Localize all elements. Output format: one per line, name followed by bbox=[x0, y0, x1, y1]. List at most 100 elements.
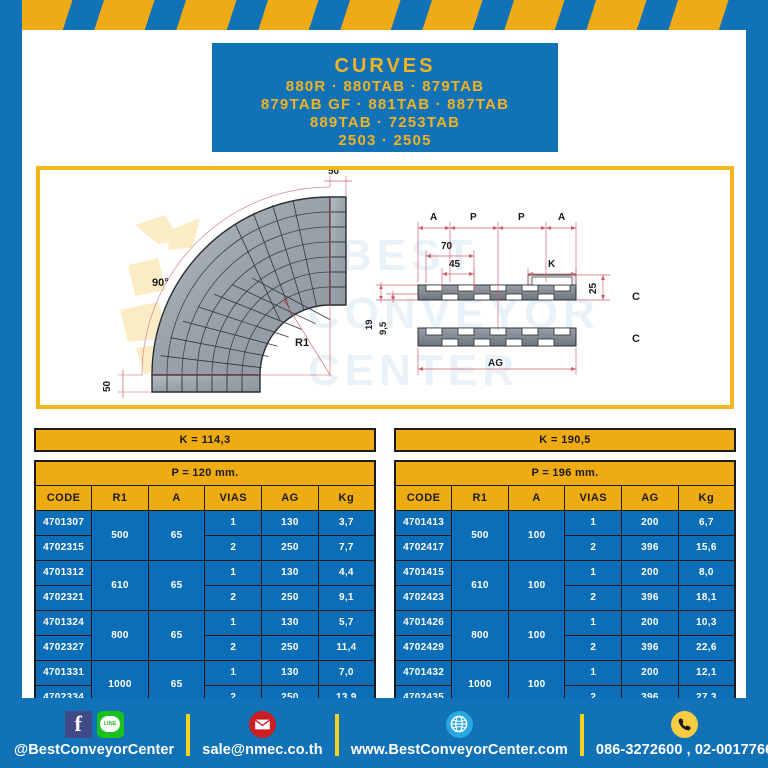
table-row: 4701415 610 100 1 200 8,0 bbox=[394, 559, 736, 611]
facebook-icon[interactable]: f bbox=[64, 710, 92, 738]
column-header-row: CODE R1 A VIAS AG Kg bbox=[394, 484, 736, 511]
col-vias: VIAS bbox=[564, 484, 623, 511]
model-line-4: 2503 · 2505 bbox=[338, 132, 432, 149]
cell-code: 4702327 bbox=[34, 634, 93, 661]
label-c-top: C bbox=[632, 291, 640, 303]
cell-vias: 2 bbox=[564, 584, 623, 611]
cell-r1: 500 bbox=[91, 509, 149, 561]
email-icon[interactable] bbox=[248, 710, 276, 738]
cell-vias: 2 bbox=[204, 634, 263, 661]
cell-kg: 3,7 bbox=[317, 509, 376, 536]
website-url: www.BestConveyorCenter.com bbox=[350, 742, 568, 758]
spec-table-right: K = 190,5 P = 196 mm. CODE R1 A VIAS AG … bbox=[394, 428, 736, 711]
p-value-label: P = 120 mm. bbox=[34, 460, 376, 486]
label-c-bottom: C bbox=[632, 333, 640, 345]
table-row: 4701413 500 100 1 200 6,7 bbox=[394, 509, 736, 561]
cell-kg: 8,0 bbox=[677, 559, 736, 586]
radius-label: R1 bbox=[295, 337, 309, 349]
footer-divider-1 bbox=[186, 714, 191, 756]
model-line-3: 889TAB · 7253TAB bbox=[309, 114, 461, 131]
envelope-glyph bbox=[254, 718, 271, 730]
globe-icon[interactable] bbox=[445, 710, 473, 738]
cell-vias: 2 bbox=[204, 534, 263, 561]
cell-kg: 15,6 bbox=[677, 534, 736, 561]
col-r1: R1 bbox=[91, 484, 149, 511]
line-icon[interactable]: LINE bbox=[96, 710, 124, 738]
cell-code: 4701324 bbox=[34, 609, 93, 636]
section-top-view bbox=[417, 274, 577, 301]
cell-ag: 250 bbox=[261, 534, 319, 561]
cell-kg: 11,4 bbox=[317, 634, 376, 661]
cell-code: 4701307 bbox=[34, 509, 93, 536]
cell-ag: 396 bbox=[621, 634, 679, 661]
phone-icon[interactable] bbox=[671, 710, 699, 738]
table-row: 4702327 2 250 11,4 bbox=[34, 634, 376, 661]
facebook-mark: f bbox=[74, 711, 82, 736]
cell-vias: 1 bbox=[204, 659, 263, 686]
p-value-row: P = 120 mm. bbox=[34, 460, 376, 486]
cell-vias: 2 bbox=[564, 634, 623, 661]
cell-kg: 6,7 bbox=[677, 509, 736, 536]
col-r1: R1 bbox=[451, 484, 509, 511]
line-mark: LINE bbox=[100, 716, 121, 732]
cell-ag: 200 bbox=[621, 509, 679, 536]
table-row: 4701312 610 65 1 130 4,4 bbox=[34, 559, 376, 611]
table-row: 4702417 2 396 15,6 bbox=[394, 534, 736, 561]
cell-a: 100 bbox=[507, 559, 566, 611]
title-block: CURVES 880R · 880TAB · 879TAB 879TAB GF … bbox=[212, 43, 558, 152]
cell-vias: 1 bbox=[204, 559, 263, 586]
cell-kg: 18,1 bbox=[677, 584, 736, 611]
footer-divider-3 bbox=[579, 714, 584, 756]
footer-website-group[interactable]: www.BestConveyorCenter.com bbox=[351, 709, 568, 758]
angle-label: 90° bbox=[152, 277, 169, 289]
cell-a: 65 bbox=[147, 559, 206, 611]
dim-25: 25 bbox=[588, 282, 599, 294]
left-border-strip bbox=[0, 0, 22, 768]
dim-p-left: P bbox=[470, 212, 477, 223]
cell-code: 4702429 bbox=[394, 634, 453, 661]
table-row: 4702321 2 250 9,1 bbox=[34, 584, 376, 611]
phone-numbers: 086-3272600 , 02-0017766 bbox=[595, 742, 768, 758]
footer-email-group[interactable]: sale@nmec.co.th bbox=[202, 709, 323, 758]
dim-70: 70 bbox=[441, 241, 453, 252]
cell-code: 4702417 bbox=[394, 534, 453, 561]
cell-kg: 4,4 bbox=[317, 559, 376, 586]
svg-text:BEST: BEST bbox=[340, 231, 477, 280]
cell-ag: 250 bbox=[261, 634, 319, 661]
spec-table: P = 196 mm. CODE R1 A VIAS AG Kg 4701413… bbox=[394, 460, 736, 711]
cell-code: 4701312 bbox=[34, 559, 93, 586]
p-value-label: P = 196 mm. bbox=[394, 460, 736, 486]
cell-vias: 1 bbox=[564, 609, 623, 636]
p-value-row: P = 196 mm. bbox=[394, 460, 736, 486]
cell-ag: 200 bbox=[621, 609, 679, 636]
cell-code: 4702423 bbox=[394, 584, 453, 611]
col-code: CODE bbox=[34, 484, 93, 511]
section-drawing: A P P A 70 bbox=[364, 212, 640, 375]
cell-vias: 1 bbox=[564, 659, 623, 686]
cell-r1: 610 bbox=[451, 559, 509, 611]
cell-code: 4701415 bbox=[394, 559, 453, 586]
table-row: 4701432 1000 100 1 200 12,1 bbox=[394, 659, 736, 711]
model-line-2: 879TAB GF · 881TAB · 887TAB bbox=[260, 96, 510, 113]
table-row: 4701331 1000 65 1 130 7,0 bbox=[34, 659, 376, 711]
table-row: 4702429 2 396 22,6 bbox=[394, 634, 736, 661]
cell-code: 4702315 bbox=[34, 534, 93, 561]
col-vias: VIAS bbox=[204, 484, 263, 511]
page-title: CURVES bbox=[334, 55, 436, 77]
k-value-bar: K = 114,3 bbox=[34, 428, 376, 452]
footer-social-group[interactable]: f LINE @BestConveyorCenter bbox=[14, 709, 174, 758]
top-stripe-band bbox=[0, 0, 768, 30]
social-handle: @BestConveyorCenter bbox=[14, 742, 175, 758]
cell-r1: 800 bbox=[451, 609, 509, 661]
footer-phone-group[interactable]: 086-3272600 , 02-0017766 bbox=[596, 709, 768, 758]
cell-r1: 800 bbox=[91, 609, 149, 661]
cell-vias: 1 bbox=[204, 609, 263, 636]
cell-ag: 250 bbox=[261, 584, 319, 611]
cell-kg: 10,3 bbox=[677, 609, 736, 636]
cell-r1: 610 bbox=[91, 559, 149, 611]
k-value-bar: K = 190,5 bbox=[394, 428, 736, 452]
cell-code: 4702321 bbox=[34, 584, 93, 611]
cell-ag: 200 bbox=[621, 559, 679, 586]
cell-a: 100 bbox=[507, 609, 566, 661]
